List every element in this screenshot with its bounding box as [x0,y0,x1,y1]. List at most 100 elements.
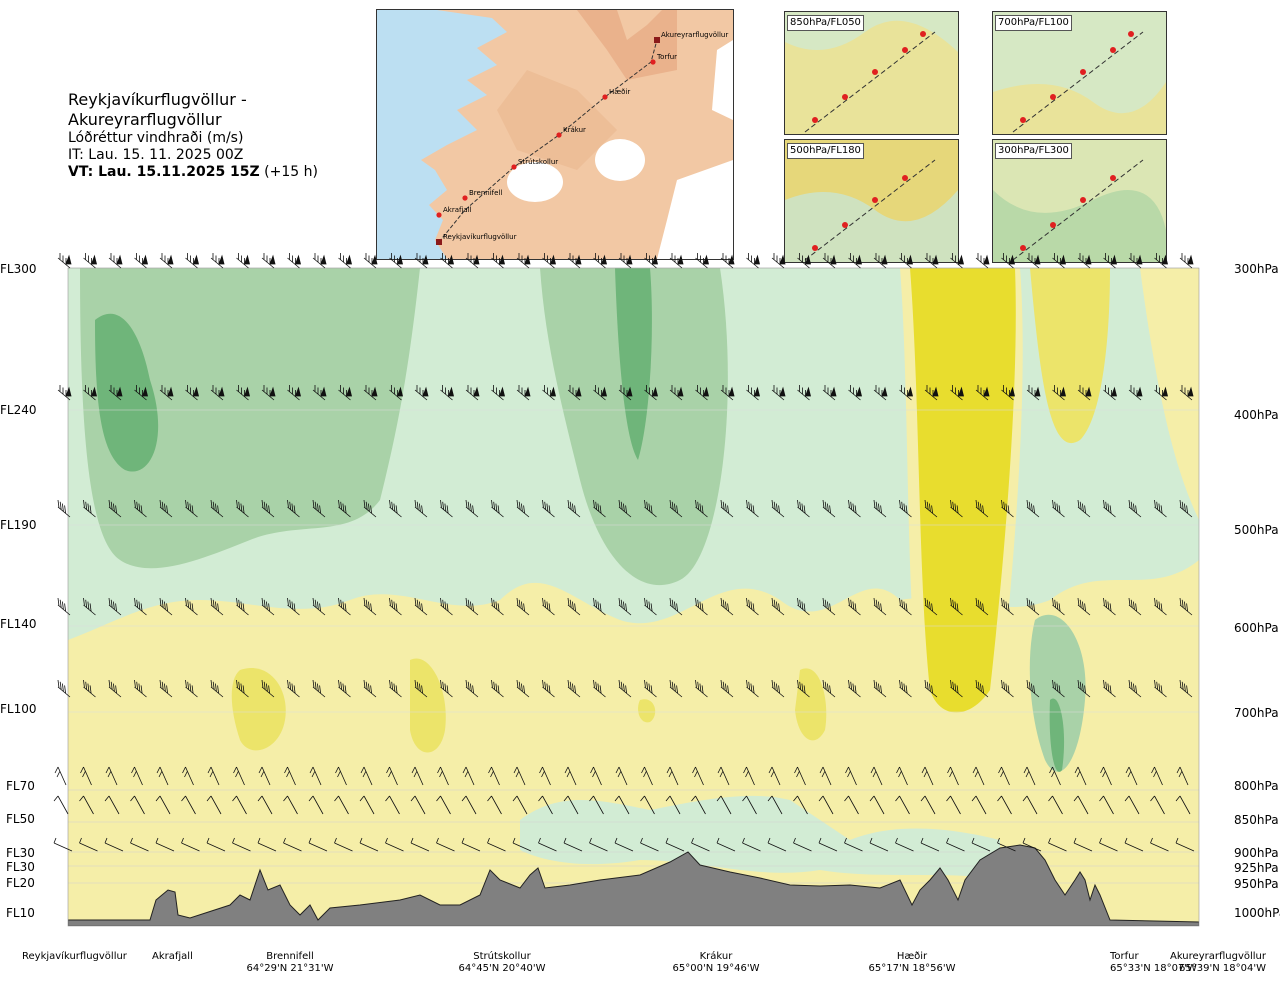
wind-barb [818,837,838,852]
wind-barb [513,766,526,786]
wind-barb [1124,837,1144,852]
wind-barb [1026,385,1041,401]
wind-barb [414,253,429,269]
wind-barb [1103,385,1118,401]
wind-barb [797,679,810,698]
wind-barb [359,837,379,852]
wind-barb [720,253,735,269]
wind-barb [1052,499,1065,518]
wind-barb [440,679,453,698]
route-point-label: Krákur [563,126,586,134]
wind-barb [465,253,480,269]
wind-barb [950,499,963,518]
wind-barb [360,766,373,786]
wind-barb [563,795,579,815]
wind-barb [924,679,938,698]
wind-barb [1175,837,1195,852]
wind-barb [946,795,961,815]
wind-barb [389,499,402,518]
wind-barb [108,499,122,518]
wind-barb [385,837,404,852]
fl-tick: FL140 [0,617,37,631]
route-point-marker [556,132,562,138]
wind-barb [767,837,787,852]
wind-barb [312,253,327,269]
wind-barb [491,385,506,401]
wind-barb [797,499,810,518]
wind-barb [691,837,710,852]
wind-barb [283,795,298,815]
wind-barb [975,253,990,269]
route-point-marker [511,164,517,170]
x-label-location: Akureyrarflugvöllur 65°39'N 18°04'W [1169,951,1266,974]
wind-barb [232,795,247,815]
hpa-tick: 950hPa [1234,877,1279,891]
wind-barb [79,837,98,852]
route-point-marker [602,94,608,100]
wind-barb [338,679,351,698]
wind-barb [83,679,96,698]
wind-barb [720,597,734,616]
hpa-tick: 1000hPa [1234,906,1280,920]
route-map: Akureyrarflugvöllur Torfur Hæðir Krákur Strú… [376,9,734,260]
wind-barb [159,385,174,401]
wind-barb [1073,795,1089,815]
wind-barb [848,385,863,401]
wind-barb [950,385,965,401]
wind-barb [975,597,989,616]
wind-barb [181,837,200,852]
mod-down-left [80,268,420,569]
wind-barb [1001,253,1016,269]
wind-barb [185,253,200,269]
wind-barb [1099,795,1114,815]
wind-barb [818,795,834,815]
wind-barb [819,766,832,786]
wind-barb [257,795,273,815]
wind-barb [873,385,888,401]
wind-barb [538,795,553,815]
wind-barb [134,499,147,518]
wind-barb [542,597,555,616]
x-label-location: Reykjavíkurflugvöllur [22,951,127,962]
wind-barb [1077,499,1091,518]
wind-barb [210,253,225,269]
route-point-marker [436,239,442,245]
terrain-profile [68,844,1199,926]
route-point-label: Hæðir [609,88,630,96]
wind-barb [512,795,528,815]
wind-barb [410,795,426,815]
wind-barb [1052,385,1067,401]
cross-section-chart [53,253,1200,927]
wind-barb [338,499,351,518]
wind-barb [411,766,424,786]
wind-barb [185,385,200,401]
wind-barb [182,766,194,786]
route-point-label: Brennifell [469,189,502,197]
wind-barb [899,253,914,269]
hpa-tick: 700hPa [1234,706,1279,720]
wind-barb [920,795,936,815]
wind-barb [312,385,327,401]
wind-barb [746,499,759,518]
wind-barb [516,253,531,269]
wind-barb [644,597,657,616]
wind-barb [1128,597,1142,616]
wind-barb [437,766,449,786]
wind-barb [465,679,479,698]
wind-barb [261,679,275,698]
wind-barb [665,837,685,852]
wind-barb [159,597,173,616]
wind-barb [338,385,353,401]
wind-barb [768,766,781,786]
wind-barb [666,766,679,786]
x-label-location: Torfur 65°33'N 18°07'W [1110,951,1197,974]
wind-barb [512,837,532,852]
wind-barb [873,679,887,698]
wind-barb [130,795,145,815]
wind-barb [389,385,404,401]
route-point-label: Akrafjall [443,206,472,214]
wind-barb [159,253,174,269]
x-label-location: Krákur 65°00'N 19°46'W [672,951,760,974]
wind-barb [130,837,149,852]
wind-barb [1026,597,1040,616]
